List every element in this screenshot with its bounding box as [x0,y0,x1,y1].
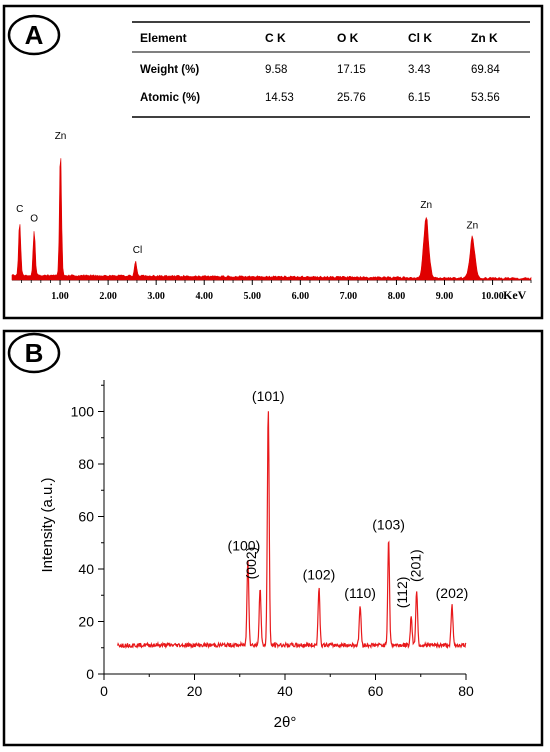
xrd-x-tick-label: 40 [277,683,293,699]
eds-x-tick-label: 9.00 [436,291,454,302]
eds-x-tick-label: 7.00 [340,291,358,302]
xrd-y-tick-label: 20 [78,614,94,630]
xrd-y-tick-label: 80 [78,456,94,472]
eds-peak-label: Cl [133,245,142,256]
xrd-y-tick-label: 60 [78,509,94,525]
xrd-peak-label: (201) [408,549,424,582]
panel-a-label: A [25,20,44,50]
eds-spectrum: KeV CO Zn Cl Zn Zn 1.00 2.00 3.00 4.00 5.00 6.00 7.… [11,131,532,302]
table-header-col: O K [337,31,359,45]
table-row-label: Weight (%) [140,64,199,76]
xrd-y-tick-label: 40 [78,561,94,577]
table-cell: 14.53 [265,92,294,104]
eds-x-tick-label: 5.00 [244,291,262,302]
composition-table: Element C K O K Cl K Zn K Weight (%) 9.5… [132,21,530,118]
xrd-peak-label: (102) [303,566,336,582]
xrd-x-tick-label: 80 [458,683,474,699]
xrd-x-tick-label: 0 [100,683,108,699]
eds-x-tick-label: 6.00 [292,291,310,302]
eds-peak-label: Zn [420,200,432,211]
eds-peak-label: Zn [467,220,479,231]
table-cell: 53.56 [471,92,500,104]
xrd-peak-label: (110) [344,585,376,601]
xrd-x-tick-label: 20 [187,683,203,699]
table-cell: 69.84 [471,64,500,76]
xrd-pattern: Intensity (a.u.) 2θ° 0 20 40 60 80 100 0 20 40 60… [39,380,474,731]
table-row-label: Atomic (%) [140,92,200,104]
table-header-col: Zn K [471,31,498,45]
table-header-col: Cl K [408,31,432,45]
eds-peak-label: Zn [55,131,67,142]
eds-x-tick-label: 2.00 [99,291,117,302]
panel-a-badge: A [7,14,61,56]
panel-a-frame [2,4,544,320]
xrd-x-tick-label: 60 [368,683,384,699]
xrd-peak-label: (002) [243,547,259,580]
xrd-peak-label: (103) [372,517,405,533]
table-cell: 17.15 [337,64,366,76]
eds-x-tick-label: 3.00 [147,291,165,302]
eds-spectrum-fill [11,158,532,281]
xrd-peak-label: (202) [436,585,469,601]
table-header-element: Element [140,31,187,45]
eds-x-tick-label: 1.00 [51,291,69,302]
eds-x-label: KeV [503,288,527,302]
xrd-series-line [117,411,467,650]
table-cell: 25.76 [337,92,366,104]
table-cell: 3.43 [408,64,430,76]
eds-peak-label: C [16,204,23,215]
panel-b-frame [2,329,544,747]
panel-b-label: B [25,338,44,368]
xrd-y-label: Intensity (a.u.) [39,477,56,572]
eds-peak-label: O [30,214,38,225]
xrd-peak-label: (112) [394,577,410,609]
table-cell: 6.15 [408,92,430,104]
panel-b-badge: B [7,332,61,374]
eds-x-tick-label: 8.00 [388,291,406,302]
table-header-col: C K [265,31,286,45]
xrd-y-tick-label: 100 [71,404,95,420]
eds-x-tick-label: 10.00 [481,291,504,302]
xrd-peak-label: (100) [228,538,261,554]
xrd-peak-label: (101) [252,388,285,404]
xrd-y-tick-label: 0 [86,666,94,682]
eds-x-tick-label: 4.00 [195,291,213,302]
xrd-x-label: 2θ° [274,714,297,731]
table-cell: 9.58 [265,64,287,76]
